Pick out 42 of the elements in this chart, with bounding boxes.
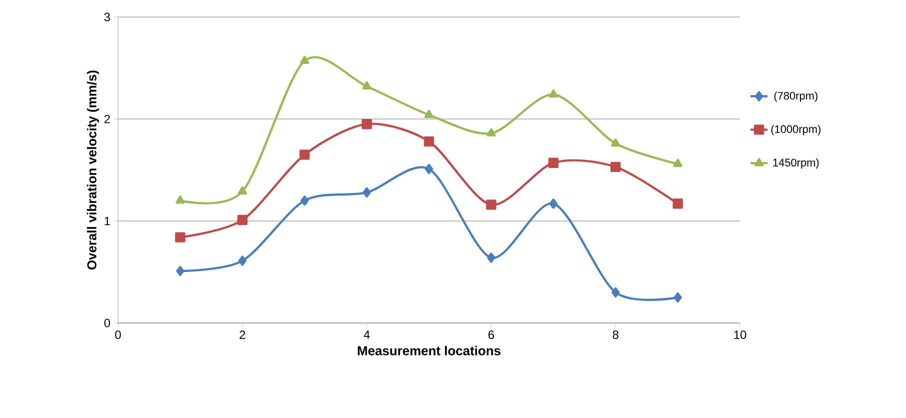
x-tick-label: 8: [612, 330, 618, 339]
legend-label: (780rpm): [774, 92, 818, 102]
point: [175, 232, 186, 242]
x-tick-label: 6: [488, 330, 494, 339]
point: [549, 198, 558, 209]
point: [238, 186, 247, 195]
point: [424, 110, 434, 118]
x-axis-title: Measurement locations: [358, 346, 500, 356]
point: [674, 292, 682, 303]
x-tick-label: 0: [115, 330, 121, 339]
point: [300, 150, 310, 160]
x-tick-label: 2: [240, 330, 246, 339]
y-axis-title: Overall vibration velocity (mm/s): [86, 70, 99, 270]
x-tick-label: 4: [364, 330, 370, 339]
point: [176, 266, 184, 276]
point: [672, 198, 683, 209]
y-tick-label: 2: [104, 114, 110, 124]
point: [237, 214, 248, 226]
point: [176, 196, 185, 204]
point: [548, 158, 558, 168]
point: [300, 196, 309, 206]
point: [238, 256, 246, 266]
point: [611, 138, 620, 147]
point: [486, 200, 496, 210]
y-tick-label: 1: [104, 216, 110, 226]
point: [612, 287, 620, 298]
legend-label: 1450rpm): [773, 158, 819, 169]
point: [362, 81, 372, 90]
point: [487, 252, 496, 263]
x-tick-label: 10: [734, 330, 746, 339]
point: [362, 119, 372, 130]
point: [424, 136, 434, 147]
point: [424, 164, 434, 174]
legend-label: (1000rpm): [771, 124, 820, 136]
y-tick-label: 3: [104, 12, 110, 22]
point: [673, 158, 682, 167]
y-tick-label: 0: [104, 318, 110, 328]
point: [610, 162, 621, 172]
point: [362, 187, 371, 198]
point: [486, 128, 496, 136]
point: [548, 89, 558, 98]
point: [300, 56, 310, 64]
